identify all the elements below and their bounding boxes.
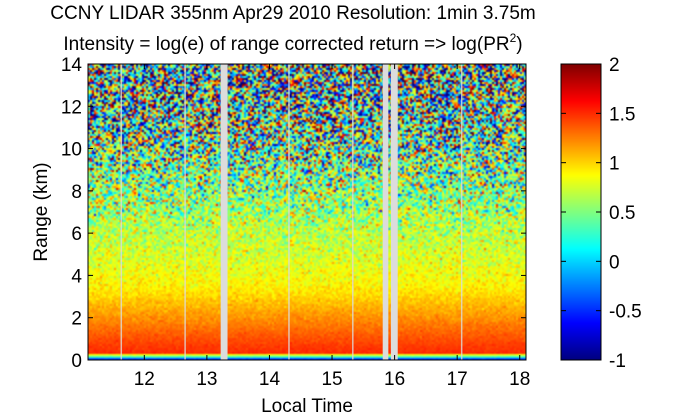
y-tick-label: 0 (71, 351, 82, 372)
data-gap (352, 64, 354, 360)
x-tick-label: 15 (321, 369, 342, 390)
colorbar-tick-label: 2 (609, 55, 620, 76)
chart-subtitle: Intensity = log(e) of range corrected re… (63, 31, 522, 55)
x-axis: 12 13 14 15 16 17 18 (134, 64, 530, 390)
y-tick-label: 4 (71, 266, 82, 287)
y-axis: 0 2 4 6 8 10 12 14 (61, 55, 526, 372)
y-tick-label: 14 (61, 55, 83, 76)
colorbar-tick-label: -0.5 (609, 302, 642, 323)
x-tick-label: 13 (196, 369, 217, 390)
y-tick-label: 6 (71, 224, 82, 245)
lidar-heatmap (88, 64, 526, 360)
y-axis-label: Range (km) (31, 162, 52, 261)
y-tick-label: 12 (61, 97, 82, 118)
data-gap (460, 64, 463, 360)
colorbar-tick-label: 1.5 (609, 104, 635, 125)
y-tick-label: 10 (61, 140, 82, 161)
chart-subtitle-superscript: 2 (510, 31, 517, 45)
data-gaps (120, 64, 463, 360)
colorbar-ticks: 2 1.5 1 0.5 0 -0.5 -1 (561, 55, 642, 372)
x-tick-label: 14 (259, 369, 281, 390)
colorbar-tick-label: 0.5 (609, 203, 635, 224)
colorbar-tick-label: -1 (609, 351, 626, 372)
data-gap (390, 64, 398, 360)
plot-frame (87, 63, 527, 361)
x-tick-label: 18 (509, 369, 530, 390)
data-gap (382, 64, 389, 360)
data-gap (288, 64, 290, 360)
colorbar: 2 1.5 1 0.5 0 -0.5 -1 (560, 55, 642, 372)
x-tick-label: 16 (384, 369, 405, 390)
chart-subtitle-end: ) (516, 34, 522, 55)
colorbar-tick-label: 0 (609, 252, 620, 273)
colorbar-gradient (561, 64, 601, 360)
data-gap (184, 64, 186, 360)
plot-area: 12 13 14 15 16 17 18 0 2 4 6 8 10 12 14 (61, 55, 530, 390)
chart-subtitle-main: Intensity = log(e) of range corrected re… (63, 34, 509, 55)
x-tick-label: 17 (447, 369, 468, 390)
y-tick-label: 8 (71, 182, 82, 203)
x-tick-label: 12 (134, 369, 155, 390)
x-axis-label: Local Time (261, 396, 353, 417)
chart-title: CCNY LIDAR 355nm Apr29 2010 Resolution: … (50, 3, 535, 24)
data-gap (220, 64, 228, 360)
y-tick-label: 2 (71, 309, 82, 330)
colorbar-tick-label: 1 (609, 154, 620, 175)
data-gap (120, 64, 123, 360)
